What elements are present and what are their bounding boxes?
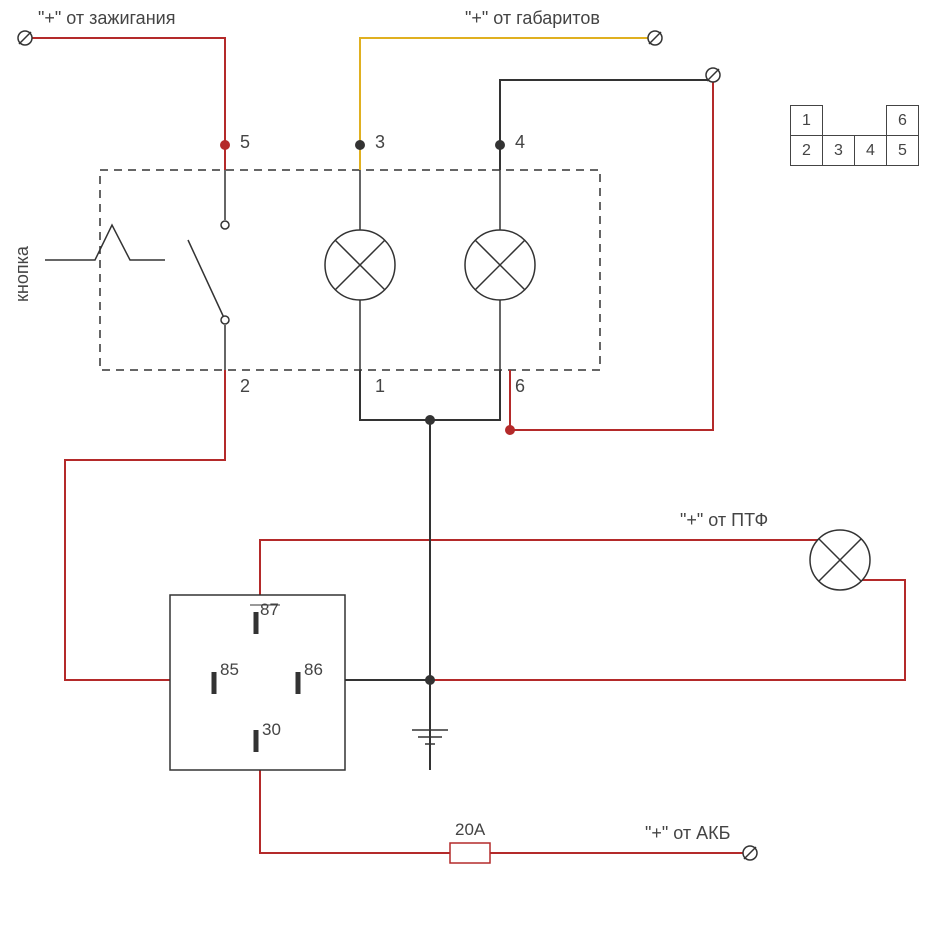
pinout-cell: 5 — [887, 136, 919, 166]
terminal-2: 2 — [240, 376, 250, 397]
pinout-empty — [823, 106, 855, 136]
fuse — [450, 843, 490, 863]
label-akb: "+" от АКБ — [645, 823, 730, 844]
terminal-3: 3 — [375, 132, 385, 153]
label-fuse: 20А — [455, 820, 485, 840]
wires-red — [25, 38, 905, 853]
pinout-cell: 6 — [887, 106, 919, 136]
terminal-6: 6 — [515, 376, 525, 397]
relay-30: 30 — [262, 720, 281, 740]
label-ptf: "+" от ПТФ — [680, 510, 768, 531]
relay-box — [170, 595, 345, 770]
terminal-5: 5 — [240, 132, 250, 153]
lamp-2 — [465, 170, 535, 370]
pinout-empty — [855, 106, 887, 136]
switch-symbol — [188, 170, 229, 370]
wires-black — [345, 75, 713, 770]
pinout-cell: 4 — [855, 136, 887, 166]
wires-yellow — [360, 38, 655, 170]
pinout-cell: 1 — [791, 106, 823, 136]
pinout-table: 1 6 2 3 4 5 — [790, 105, 919, 166]
relay-85: 85 — [220, 660, 239, 680]
lamp-1 — [325, 170, 395, 370]
label-button: кнопка — [12, 246, 33, 302]
button-symbol — [45, 225, 165, 260]
terminal-1: 1 — [375, 376, 385, 397]
pinout-cell: 3 — [823, 136, 855, 166]
terminal-4: 4 — [515, 132, 525, 153]
relay-87: 87 — [260, 600, 279, 620]
lamp-ptf — [810, 530, 870, 590]
pinout-cell: 2 — [791, 136, 823, 166]
open-terminals — [18, 31, 757, 860]
label-ignition: "+" от зажигания — [38, 8, 175, 29]
relay-86: 86 — [304, 660, 323, 680]
label-sidelights: "+" от габаритов — [465, 8, 600, 29]
